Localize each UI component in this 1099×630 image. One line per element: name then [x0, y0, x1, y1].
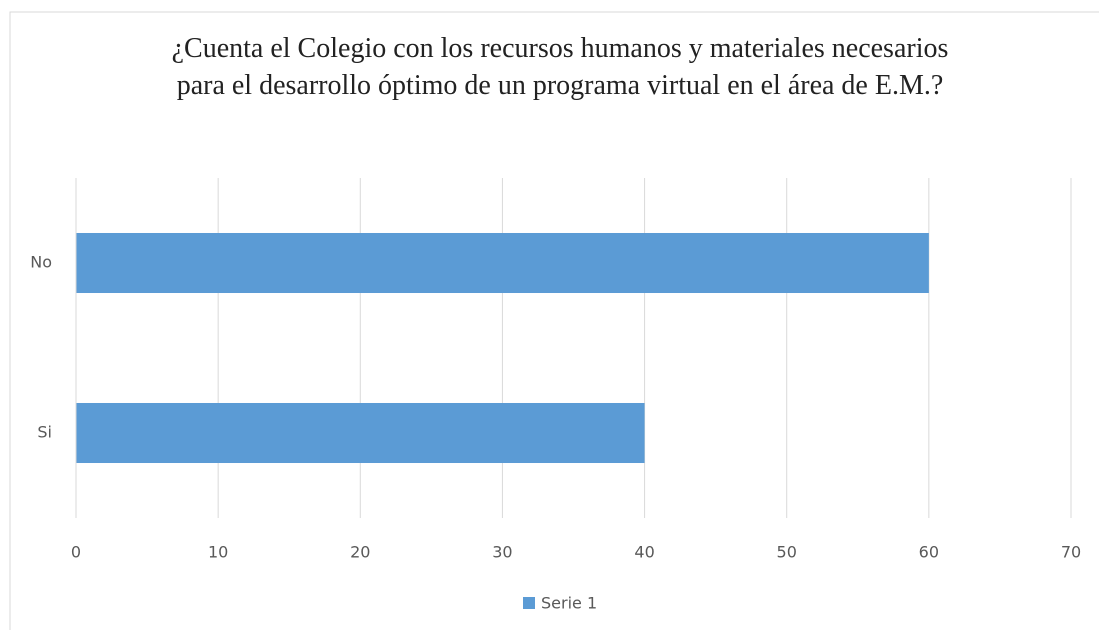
x-tick-label: 0 [71, 543, 81, 562]
x-tick-label: 50 [777, 543, 797, 562]
chart-frame [9, 11, 1099, 630]
x-tick-label: 20 [350, 543, 370, 562]
x-tick-label: 10 [208, 543, 228, 562]
legend-label: Serie 1 [541, 594, 597, 613]
x-tick-label: 60 [919, 543, 939, 562]
x-tick-label: 40 [634, 543, 654, 562]
x-tick-label: 70 [1061, 543, 1081, 562]
bar [76, 232, 929, 294]
y-tick-label: Si [37, 423, 52, 442]
x-tick-label: 30 [492, 543, 512, 562]
legend-swatch [523, 597, 535, 609]
chart-title: ¿Cuenta el Colegio con los recursos huma… [171, 33, 949, 101]
y-tick-label: No [30, 253, 52, 272]
bar [76, 402, 645, 464]
